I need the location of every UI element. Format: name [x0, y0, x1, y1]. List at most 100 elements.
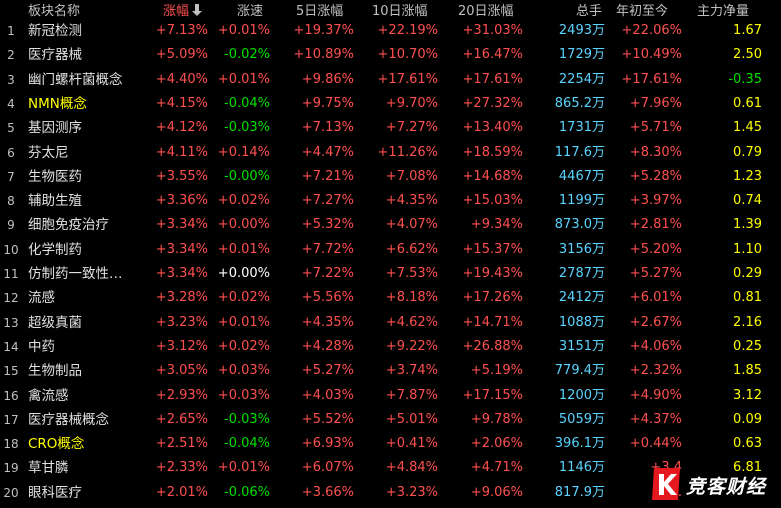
sector-name[interactable]: 中药: [28, 338, 55, 355]
sector-name[interactable]: 基因测序: [28, 120, 82, 137]
row-index: 6: [7, 145, 15, 160]
cell-vol: 1200万: [558, 387, 605, 403]
row-index: 1: [7, 24, 15, 38]
sector-name[interactable]: 仿制药一致性…: [28, 266, 123, 282]
sector-name[interactable]: NMN概念: [28, 95, 87, 112]
cell-net: 0.81: [733, 290, 762, 306]
cell-d5: +7.13%: [301, 120, 354, 136]
cell-change: +7.13%: [155, 23, 208, 38]
cell-ytd: +5.71%: [629, 120, 682, 136]
table-row[interactable]: 8 辅助生殖 +3.36% +0.02% +7.27% +4.35% +15.03% 1199…: [0, 189, 781, 213]
sector-name[interactable]: 化学制药: [28, 241, 82, 258]
table-row[interactable]: 7 生物医药 +3.55% -0.00% +7.21% +7.08% +14.68% 4467…: [0, 165, 781, 189]
cell-vol: 3156万: [558, 241, 605, 257]
cell-net: 1.85: [733, 363, 762, 379]
cell-ytd: +7.96%: [629, 95, 682, 111]
cell-d5: +4.47%: [301, 144, 354, 160]
cell-change: +2.65%: [155, 411, 208, 427]
sector-name[interactable]: 超级真菌: [28, 314, 82, 331]
cell-d5: +9.86%: [301, 71, 354, 87]
cell-d20: +17.61%: [462, 71, 523, 87]
table-row[interactable]: 9 细胞免疫治疗 +3.34% +0.00% +5.32% +4.07% +9.34% 873…: [0, 213, 781, 237]
table-row[interactable]: 14 中药 +3.12% +0.02% +4.28% +9.22% +26.88% 3151万…: [0, 335, 781, 359]
sector-name[interactable]: 细胞免疫治疗: [28, 217, 109, 234]
cell-net: 1.67: [733, 23, 762, 38]
k-brand-logo-icon: [652, 468, 680, 500]
watermark-text: 竞客财经: [686, 476, 767, 498]
table-row[interactable]: 10 化学制药 +3.34% +0.01% +7.72% +6.62% +15.37% 315…: [0, 238, 781, 262]
cell-d10: +9.70%: [385, 95, 438, 111]
header-speed[interactable]: 涨速: [237, 4, 264, 19]
cell-d5: +4.28%: [301, 338, 354, 354]
cell-speed: +0.14%: [217, 144, 270, 160]
cell-change: +3.28%: [155, 290, 208, 306]
row-index: 18: [3, 437, 19, 452]
table-row[interactable]: 13 超级真菌 +3.23% +0.01% +4.35% +4.62% +14.71% 108…: [0, 311, 781, 335]
cell-d5: +5.32%: [301, 217, 354, 233]
table-row[interactable]: 16 禽流感 +2.93% +0.03% +4.03% +7.87% +17.15% 1200…: [0, 384, 781, 408]
cell-d20: +14.68%: [462, 168, 523, 184]
cell-net: 2.50: [733, 47, 762, 63]
sector-name[interactable]: 流感: [28, 290, 55, 307]
table-row[interactable]: 17 医疗器械概念 +2.65% -0.03% +5.52% +5.01% +9.78% 50…: [0, 408, 781, 432]
row-index: 2: [7, 48, 15, 63]
row-index: 14: [3, 339, 19, 354]
table-row[interactable]: 5 基因测序 +4.12% -0.03% +7.13% +7.27% +13.40% 1731…: [0, 116, 781, 140]
cell-ytd: +5.27%: [629, 266, 682, 281]
sector-name[interactable]: 禽流感: [28, 387, 69, 404]
header-name[interactable]: 板块名称: [28, 4, 81, 19]
cell-d10: +7.87%: [385, 387, 438, 403]
cell-vol: 1199万: [558, 193, 605, 209]
cell-speed: -0.04%: [224, 95, 270, 111]
sector-name[interactable]: 芬太尼: [28, 144, 69, 161]
cell-d5: +7.27%: [301, 193, 354, 209]
cell-d10: +4.35%: [385, 193, 438, 209]
header-volume[interactable]: 总手: [576, 4, 603, 19]
header-10d[interactable]: 10日涨幅: [372, 4, 428, 19]
table-row[interactable]: 1 新冠检测 +7.13% +0.01% +19.37% +22.19% +31.03% 24…: [0, 19, 781, 43]
table-row[interactable]: 19 草甘膦 +2.33% +0.01% +6.07% +4.84% +4.71% 1146万…: [0, 456, 781, 480]
table-row[interactable]: 11 仿制药一致性… +3.34% +0.00% +7.22% +7.53% +19.43%…: [0, 262, 781, 286]
sector-name[interactable]: 眼科医疗: [28, 484, 82, 501]
header-change[interactable]: 涨幅: [163, 2, 203, 22]
header-20d[interactable]: 20日涨幅: [458, 4, 514, 19]
table-row[interactable]: 3 幽门螺杆菌概念 +4.40% +0.01% +9.86% +17.61% +17.61%…: [0, 68, 781, 92]
cell-speed: -0.06%: [224, 484, 270, 500]
sector-name[interactable]: 生物医药: [28, 168, 82, 185]
table-row[interactable]: 2 医疗器械 +5.09% -0.02% +10.89% +10.70% +16.47% 17…: [0, 43, 781, 67]
cell-net: 0.09: [733, 411, 762, 427]
header-5d[interactable]: 5日涨幅: [296, 4, 344, 19]
table-row[interactable]: 12 流感 +3.28% +0.02% +5.56% +8.18% +17.26% 2412万…: [0, 286, 781, 310]
cell-d5: +10.89%: [293, 47, 354, 63]
table-row[interactable]: 15 生物制品 +3.05% +0.03% +5.27% +3.74% +5.19% 779.…: [0, 359, 781, 383]
sector-name[interactable]: 幽门螺杆菌概念: [28, 71, 123, 88]
sector-name[interactable]: 生物制品: [28, 363, 82, 380]
sector-name[interactable]: 草甘膦: [28, 460, 69, 477]
table-row[interactable]: 4 NMN概念 +4.15% -0.04% +9.75% +9.70% +27.32% 865…: [0, 92, 781, 116]
cell-speed: -0.03%: [224, 120, 270, 136]
cell-vol: 873.0万: [554, 217, 605, 233]
cell-speed: +0.02%: [217, 290, 270, 306]
cell-d5: +5.27%: [301, 363, 354, 379]
row-index: 13: [3, 315, 19, 330]
sector-name[interactable]: 医疗器械概念: [28, 411, 109, 428]
table-header: 板块名称 涨幅 涨速 5日涨幅 10日涨幅 20日涨幅 总手 年初至今 主力净量: [0, 0, 781, 24]
cell-d20: +13.40%: [462, 120, 523, 136]
arrow-down-icon: [192, 4, 203, 16]
sector-name[interactable]: CRO概念: [28, 436, 85, 453]
table-row[interactable]: 6 芬太尼 +4.11% +0.14% +4.47% +11.26% +18.59% 117.…: [0, 141, 781, 165]
cell-vol: 3151万: [558, 338, 605, 354]
cell-change: +3.12%: [155, 338, 208, 354]
table-row[interactable]: 18 CRO概念 +2.51% -0.04% +6.93% +0.41% +2.06% 396…: [0, 432, 781, 456]
sector-name[interactable]: 医疗器械: [28, 47, 82, 64]
cell-d20: +19.43%: [462, 266, 523, 281]
cell-net: 0.63: [733, 436, 762, 452]
row-index: 4: [7, 96, 15, 111]
cell-net: -0.35: [728, 71, 762, 87]
sector-name[interactable]: 新冠检测: [28, 23, 82, 39]
header-ytd[interactable]: 年初至今: [616, 4, 669, 19]
sector-name[interactable]: 辅助生殖: [28, 193, 82, 210]
header-netflow[interactable]: 主力净量: [697, 4, 750, 19]
cell-d10: +7.08%: [385, 168, 438, 184]
cell-vol: 817.9万: [554, 484, 605, 500]
